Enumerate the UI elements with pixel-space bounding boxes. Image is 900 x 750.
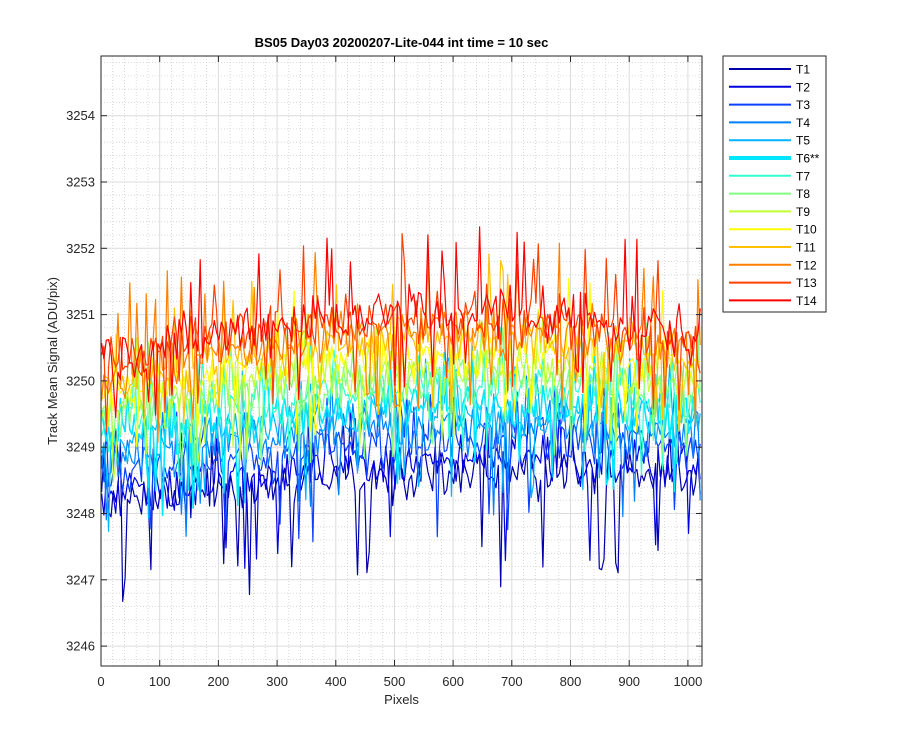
plot-frame bbox=[100, 55, 703, 667]
y-tick-label: 3252 bbox=[66, 241, 95, 256]
x-tick-label: 500 bbox=[384, 674, 406, 689]
legend-label: T14 bbox=[796, 294, 817, 308]
y-tick-label: 3251 bbox=[66, 307, 95, 322]
x-axis-title: Pixels bbox=[384, 692, 419, 707]
legend: T1 T2 T3 T4 T5 T6** T7 T8 T9 T10 T11 T12 T13 T14 bbox=[722, 55, 827, 313]
x-tick-label: 1000 bbox=[673, 674, 702, 689]
x-tick-labels: 0 100 200 300 400 500 600 700 800 900 1000 bbox=[97, 674, 702, 689]
y-tick-labels: 3246 3247 3248 3249 3250 3251 3252 3253 3254 bbox=[66, 108, 95, 653]
legend-label: T11 bbox=[796, 241, 816, 255]
legend-label: T10 bbox=[796, 223, 817, 237]
legend-label: T3 bbox=[796, 98, 810, 112]
y-tick-label: 3249 bbox=[66, 440, 95, 455]
legend-label: T13 bbox=[796, 276, 817, 290]
legend-label: T8 bbox=[796, 187, 810, 201]
chart-title: BS05 Day03 20200207-Lite-044 int time = … bbox=[255, 35, 549, 50]
series-line-t5 bbox=[101, 357, 701, 532]
y-tick-label: 3254 bbox=[66, 108, 95, 123]
x-tick-label: 100 bbox=[149, 674, 171, 689]
x-tick-label: 400 bbox=[325, 674, 347, 689]
y-tick-label: 3248 bbox=[66, 506, 95, 521]
series-lines bbox=[101, 226, 701, 603]
y-axis-title: Track Mean Signal (ADU/pix) bbox=[45, 277, 60, 445]
series-line-t13 bbox=[101, 233, 701, 433]
legend-label: T7 bbox=[796, 169, 810, 183]
legend-label: T2 bbox=[796, 80, 810, 94]
x-tick-label: 900 bbox=[618, 674, 640, 689]
y-tick-label: 3250 bbox=[66, 373, 95, 388]
legend-label: T1 bbox=[796, 63, 810, 77]
y-tick-label: 3246 bbox=[66, 639, 95, 654]
x-tick-label: 200 bbox=[208, 674, 230, 689]
x-tick-label: 800 bbox=[560, 674, 582, 689]
legend-box bbox=[722, 55, 827, 313]
x-tick-label: 600 bbox=[442, 674, 464, 689]
legend-label: T4 bbox=[796, 116, 810, 130]
legend-label: T6** bbox=[796, 152, 820, 166]
x-tick-label: 700 bbox=[501, 674, 523, 689]
y-tick-label: 3247 bbox=[66, 572, 95, 587]
series-line-t14 bbox=[101, 226, 701, 419]
legend-label: T5 bbox=[796, 134, 810, 148]
y-tick-label: 3253 bbox=[66, 175, 95, 190]
x-tick-label: 0 bbox=[97, 674, 104, 689]
legend-label: T9 bbox=[796, 205, 810, 219]
x-tick-label: 300 bbox=[266, 674, 288, 689]
legend-label: T12 bbox=[796, 258, 817, 272]
